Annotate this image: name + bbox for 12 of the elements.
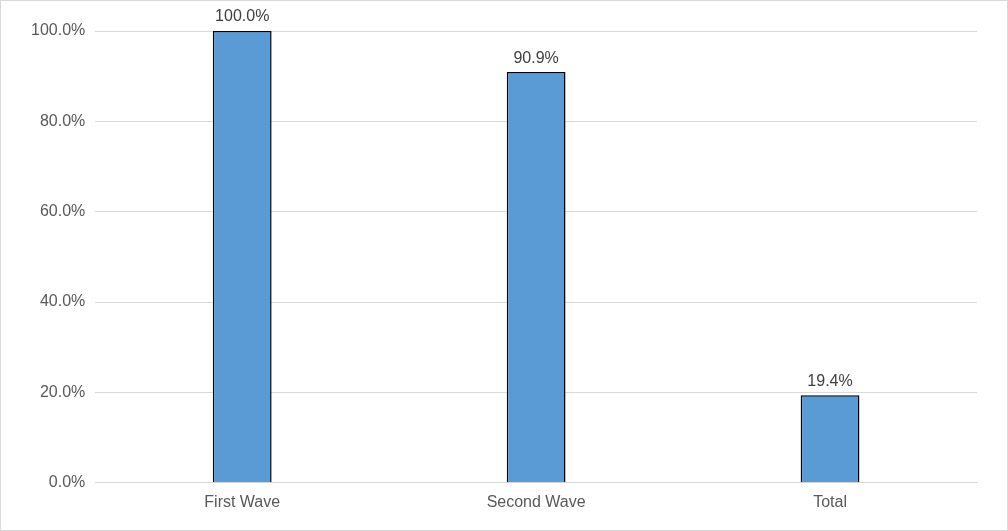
y-tick-label: 80.0% [39,111,86,129]
y-tick-label: 60.0% [39,202,86,220]
y-tick-label: 100.0% [31,21,86,39]
y-tick-label: 40.0% [39,292,86,310]
x-tick-label: Second Wave [486,492,586,510]
x-tick-label: First Wave [204,492,281,510]
y-tick-label: 20.0% [39,382,86,400]
data-label: 100.0% [215,7,270,25]
data-label: 19.4% [807,371,853,389]
data-label: 90.9% [513,48,559,66]
y-tick-label: 0.0% [48,473,86,491]
x-tick-label: Total [813,492,847,510]
